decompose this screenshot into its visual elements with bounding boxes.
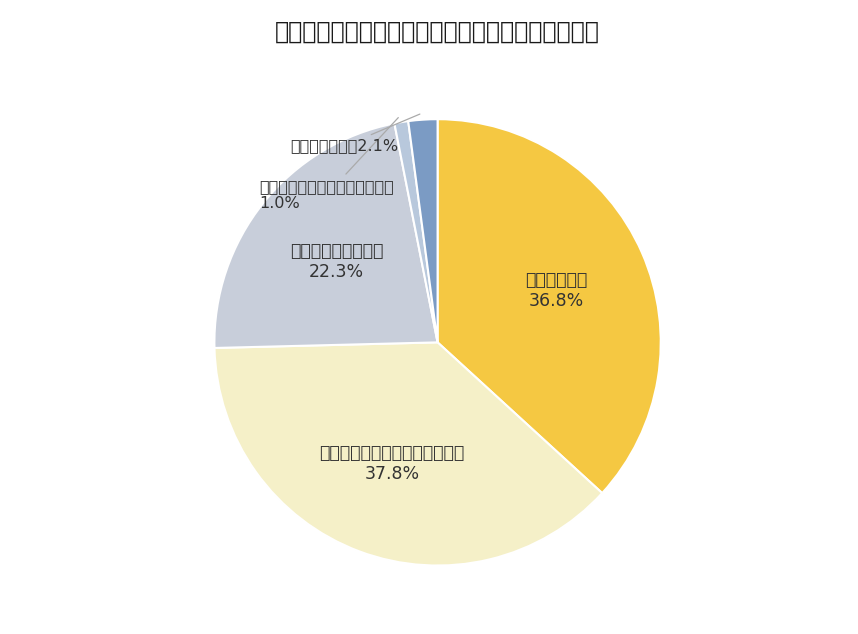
Title: 中途採用比率が高い企業は、応募しやすいですか？: 中途採用比率が高い企業は、応募しやすいですか？: [275, 20, 600, 43]
Text: どちらとも言えない
22.3%: どちらとも言えない 22.3%: [290, 242, 384, 281]
Wedge shape: [395, 121, 438, 342]
Wedge shape: [214, 342, 602, 566]
Text: 応募しやすい
36.8%: 応募しやすい 36.8%: [525, 271, 587, 309]
Text: 応募しにくい　2.1%: 応募しにくい 2.1%: [290, 114, 420, 153]
Wedge shape: [214, 124, 438, 348]
Text: どちらかと言えば応募しにくい
1.0%: どちらかと言えば応募しにくい 1.0%: [259, 117, 398, 211]
Wedge shape: [438, 119, 661, 493]
Text: どちらかと言えば応募しやすい
37.8%: どちらかと言えば応募しやすい 37.8%: [319, 444, 465, 483]
Wedge shape: [408, 119, 438, 342]
